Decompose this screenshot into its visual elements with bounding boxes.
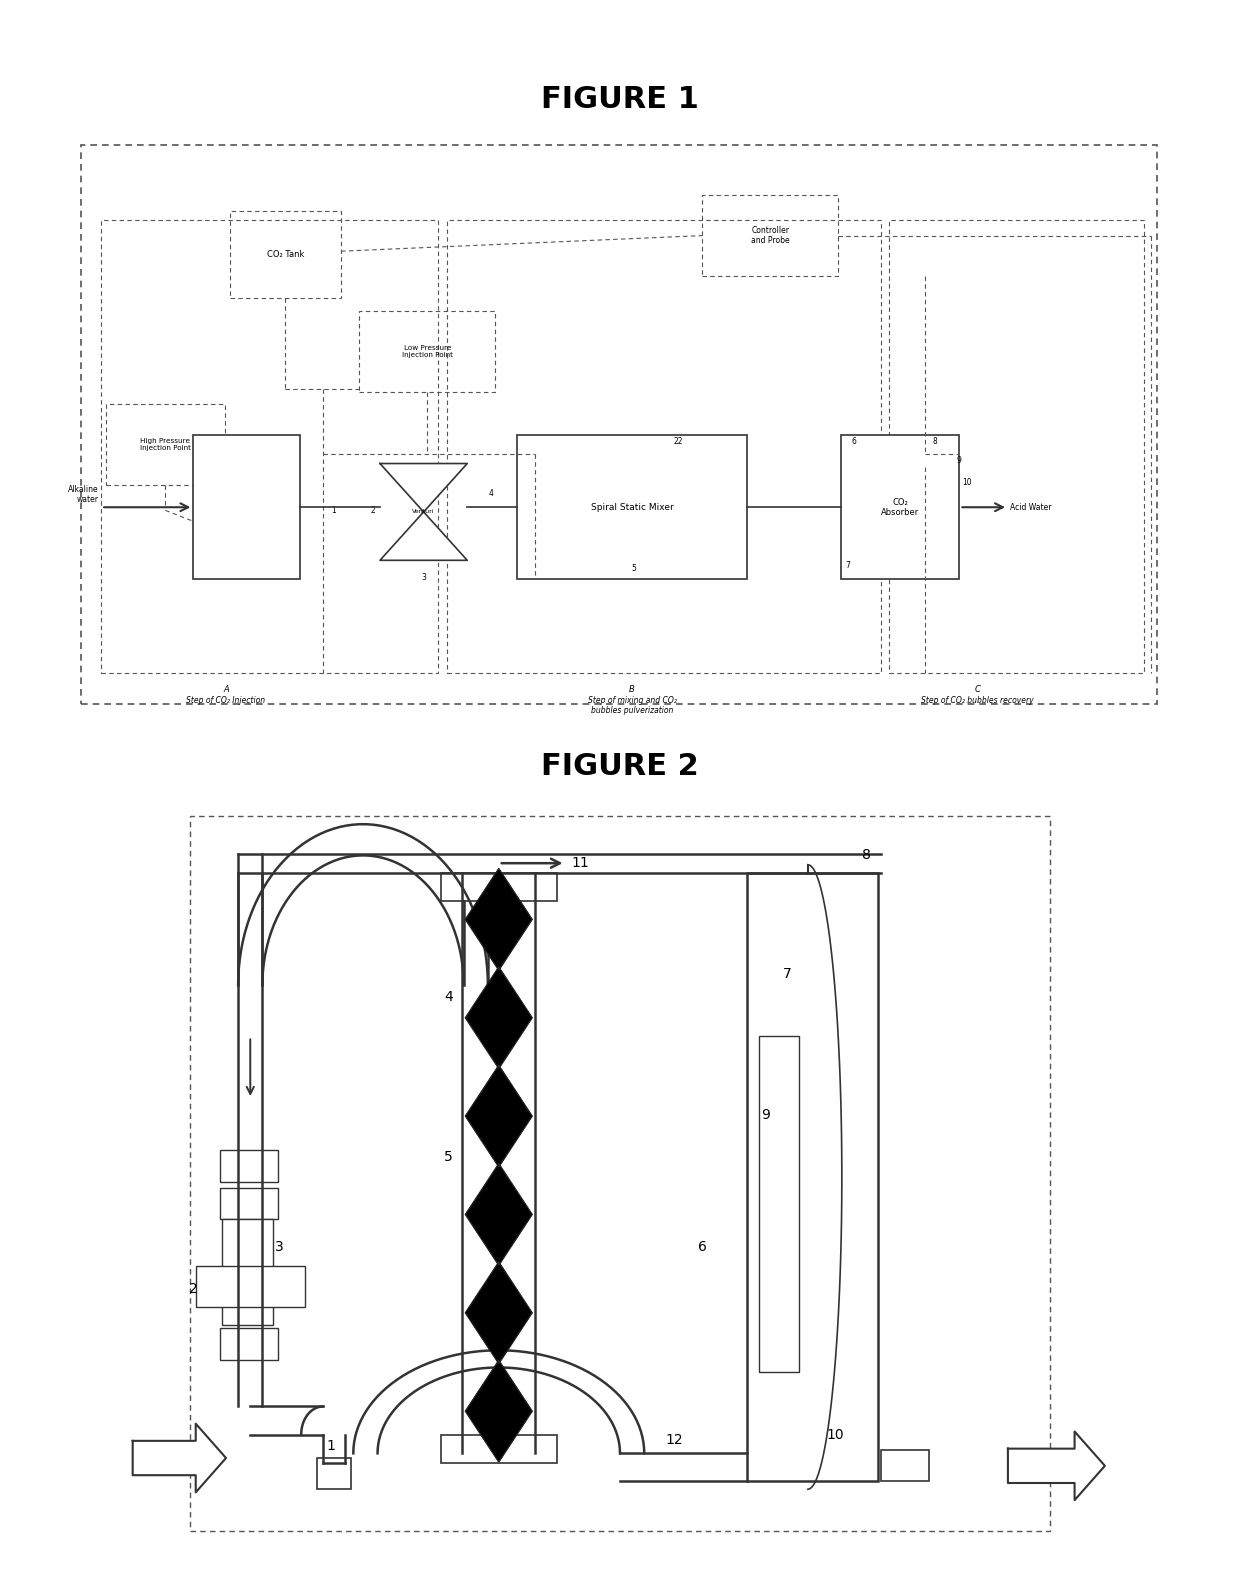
Bar [702,195,838,276]
Bar [219,1328,278,1360]
Bar [317,1459,351,1489]
Text: 22: 22 [673,437,683,447]
Bar [440,1435,557,1463]
Polygon shape [465,968,532,1068]
Polygon shape [465,1065,532,1166]
Bar [219,1189,278,1219]
Bar [81,145,1157,704]
Text: FIGURE 2: FIGURE 2 [541,752,699,780]
Text: 9: 9 [957,456,962,466]
Text: 6: 6 [698,1241,707,1254]
Text: 7: 7 [846,561,851,570]
Text: Spiral Static Mixer: Spiral Static Mixer [590,502,673,512]
Text: Acid Water: Acid Water [1011,502,1052,512]
Polygon shape [1008,1432,1105,1500]
Bar [889,219,1143,672]
Text: A: A [223,685,229,694]
Text: 11: 11 [572,856,589,871]
Text: 2: 2 [371,505,374,515]
Bar [102,219,438,672]
Text: 5: 5 [631,564,636,572]
Bar [105,404,224,485]
Bar [440,872,557,901]
Bar [196,1266,305,1306]
Text: 1: 1 [326,1440,336,1454]
Text: CO₂
Absorber: CO₂ Absorber [880,497,919,516]
Text: Alkaline
water: Alkaline water [68,485,99,504]
Text: CO₂ Tank: CO₂ Tank [267,249,304,259]
Polygon shape [465,869,532,971]
Text: 10: 10 [826,1429,843,1443]
Text: 12: 12 [666,1433,683,1448]
Polygon shape [465,1262,532,1363]
Bar [748,872,878,1481]
Text: Venturi: Venturi [413,510,435,515]
Text: 6: 6 [852,437,857,447]
Bar [190,817,1050,1532]
Text: 2: 2 [190,1282,198,1297]
Polygon shape [133,1424,226,1492]
Text: bubbles pulverization: bubbles pulverization [591,706,673,715]
Text: High Pressure
Injection Point: High Pressure Injection Point [140,439,191,451]
Bar [360,310,495,392]
Polygon shape [465,1360,532,1462]
Bar [219,1150,278,1182]
Text: FIGURE 1: FIGURE 1 [541,86,699,114]
Text: 9: 9 [761,1108,770,1122]
Bar [841,435,960,578]
Text: Step of mixing and CO₂: Step of mixing and CO₂ [588,696,677,706]
Text: 4: 4 [444,990,453,1004]
Text: 1: 1 [331,505,336,515]
Bar [222,1219,273,1325]
Text: Low Pressure
Injection Point: Low Pressure Injection Point [402,345,453,358]
Bar [517,435,748,578]
Bar [193,435,300,578]
Polygon shape [465,1163,532,1265]
Bar [229,211,341,299]
Text: 3: 3 [422,572,427,582]
Text: 7: 7 [782,968,791,980]
Polygon shape [379,464,467,561]
Bar [446,219,880,672]
Text: B: B [629,685,635,694]
Text: 8: 8 [863,849,872,863]
Text: 4: 4 [489,489,494,497]
Text: 10: 10 [962,478,971,486]
Text: C: C [975,685,981,694]
Text: 3: 3 [274,1241,283,1254]
Text: 8: 8 [932,437,937,447]
Text: Step of CO₂ Injection: Step of CO₂ Injection [186,696,265,706]
Text: Step of CO₂ bubbles recovery: Step of CO₂ bubbles recovery [921,696,1034,706]
Bar [880,1451,929,1481]
Text: 5: 5 [444,1150,453,1163]
Bar [759,1036,800,1373]
Text: Controller
and Probe: Controller and Probe [751,226,790,245]
